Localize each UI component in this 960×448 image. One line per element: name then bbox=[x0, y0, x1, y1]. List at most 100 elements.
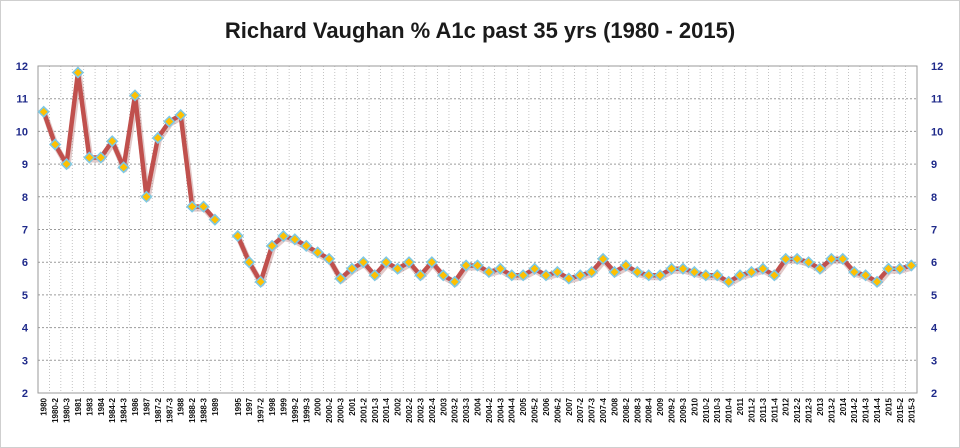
x-tick-label: 2006 bbox=[542, 397, 551, 415]
data-point bbox=[596, 252, 610, 266]
x-tick-label: 1987 bbox=[142, 397, 151, 415]
data-point bbox=[756, 262, 770, 275]
y-tick-label-left: 7 bbox=[22, 225, 28, 237]
data-point bbox=[117, 161, 130, 174]
data-point bbox=[482, 265, 496, 279]
y-tick-label-right: 10 bbox=[931, 126, 943, 138]
y-tick-label-right: 12 bbox=[931, 61, 943, 73]
data-point bbox=[48, 138, 62, 151]
y-tick-label-right: 8 bbox=[931, 192, 937, 204]
data-point bbox=[37, 105, 50, 118]
y-tick-label-right: 5 bbox=[931, 290, 937, 302]
x-tick-label: 1997-2 bbox=[257, 397, 266, 422]
x-tick-label: 2001-4 bbox=[382, 397, 391, 422]
x-tick-label: 1980-3 bbox=[63, 397, 72, 422]
x-tick-label: 2002-2 bbox=[405, 397, 414, 422]
data-point bbox=[334, 272, 347, 285]
x-tick-label: 2000-3 bbox=[337, 397, 346, 422]
x-tick-label: 2015-2 bbox=[896, 397, 905, 422]
x-tick-label: 2003-2 bbox=[451, 397, 460, 422]
data-point bbox=[608, 265, 621, 279]
x-tick-label: 1984-3 bbox=[120, 397, 129, 422]
x-tick-label: 1986 bbox=[131, 397, 140, 415]
data-point bbox=[300, 239, 313, 252]
chart-title: Richard Vaughan % A1c past 35 yrs (1980 … bbox=[224, 18, 736, 43]
x-tick-label: 2008 bbox=[610, 397, 619, 415]
x-tick-label: 2000 bbox=[314, 397, 323, 415]
data-point bbox=[288, 233, 301, 246]
y-tick-label-right: 3 bbox=[931, 355, 937, 367]
x-tick-label: 1995 bbox=[234, 397, 243, 415]
x-tick-label: 2005 bbox=[519, 397, 528, 415]
data-point bbox=[243, 256, 256, 269]
x-axis: 1980 1980-2 1980-3 1981 1983 1984 1984-2 1984-3… bbox=[40, 397, 917, 422]
data-point bbox=[185, 200, 199, 213]
data-point bbox=[357, 256, 370, 269]
data-point bbox=[711, 269, 724, 282]
x-tick-label: 1987-3 bbox=[165, 397, 174, 422]
x-tick-label: 2004 bbox=[474, 397, 483, 415]
data-point bbox=[745, 265, 758, 279]
x-tick-label: 1987-2 bbox=[154, 397, 163, 422]
data-point bbox=[848, 265, 861, 279]
x-tick-label: 2012 bbox=[782, 397, 791, 415]
x-tick-label: 2013 bbox=[816, 397, 825, 415]
data-point bbox=[551, 265, 564, 279]
x-tick-label: 2008-2 bbox=[622, 397, 631, 422]
x-tick-label: 2012-3 bbox=[805, 397, 814, 422]
x-tick-label: 2011-4 bbox=[770, 397, 779, 422]
data-point bbox=[836, 252, 849, 266]
data-point bbox=[654, 269, 667, 282]
x-tick-label: 2013-2 bbox=[827, 397, 836, 422]
x-tick-label: 2009-3 bbox=[679, 397, 688, 422]
data-point bbox=[893, 262, 907, 275]
y-tick-label-right: 11 bbox=[931, 94, 943, 106]
gridlines bbox=[37, 65, 918, 394]
data-point bbox=[528, 262, 541, 275]
x-tick-label: 2012-2 bbox=[793, 397, 802, 422]
data-point bbox=[265, 239, 279, 252]
y-tick-label-left: 11 bbox=[16, 94, 28, 106]
data-point bbox=[437, 269, 450, 282]
data-point bbox=[60, 157, 73, 171]
x-tick-label: 2008-3 bbox=[633, 397, 642, 422]
data-point bbox=[779, 252, 792, 266]
data-points bbox=[37, 66, 918, 288]
y-tick-label-right: 7 bbox=[931, 225, 937, 237]
data-point bbox=[414, 269, 427, 282]
data-point bbox=[722, 275, 735, 288]
data-point bbox=[208, 213, 222, 226]
data-point bbox=[254, 275, 267, 288]
series-a1c bbox=[41, 70, 914, 287]
x-tick-label: 2011-2 bbox=[747, 397, 756, 422]
x-tick-label: 2003-3 bbox=[462, 397, 471, 422]
data-point bbox=[813, 262, 827, 275]
x-tick-label: 2007-2 bbox=[576, 397, 585, 422]
x-tick-label: 2014-4 bbox=[873, 397, 882, 422]
data-point bbox=[94, 151, 107, 164]
y-tick-label-left: 8 bbox=[22, 192, 28, 204]
data-point bbox=[882, 262, 895, 275]
y-tick-label-right: 9 bbox=[931, 159, 937, 171]
x-tick-label: 2007 bbox=[565, 397, 574, 415]
x-tick-label: 2007-4 bbox=[599, 397, 608, 422]
y-tick-label-left: 9 bbox=[22, 159, 28, 171]
data-point bbox=[140, 190, 153, 203]
data-point bbox=[471, 259, 484, 272]
x-tick-label: 2008-4 bbox=[645, 397, 654, 422]
y-tick-label-left: 4 bbox=[22, 323, 29, 335]
x-tick-label: 2003 bbox=[439, 397, 448, 415]
x-tick-label: 1999-3 bbox=[302, 397, 311, 422]
x-tick-label: 2001 bbox=[348, 397, 357, 415]
x-tick-label: 2010 bbox=[690, 397, 699, 415]
x-tick-label: 2014 bbox=[839, 397, 848, 415]
data-point bbox=[448, 275, 461, 288]
data-point bbox=[665, 262, 678, 275]
data-point bbox=[106, 135, 119, 148]
y-tick-label-right: 4 bbox=[931, 323, 938, 335]
data-point bbox=[174, 108, 187, 122]
data-point bbox=[380, 256, 393, 269]
data-point bbox=[733, 269, 747, 282]
data-point bbox=[699, 269, 712, 282]
data-point bbox=[494, 262, 507, 275]
